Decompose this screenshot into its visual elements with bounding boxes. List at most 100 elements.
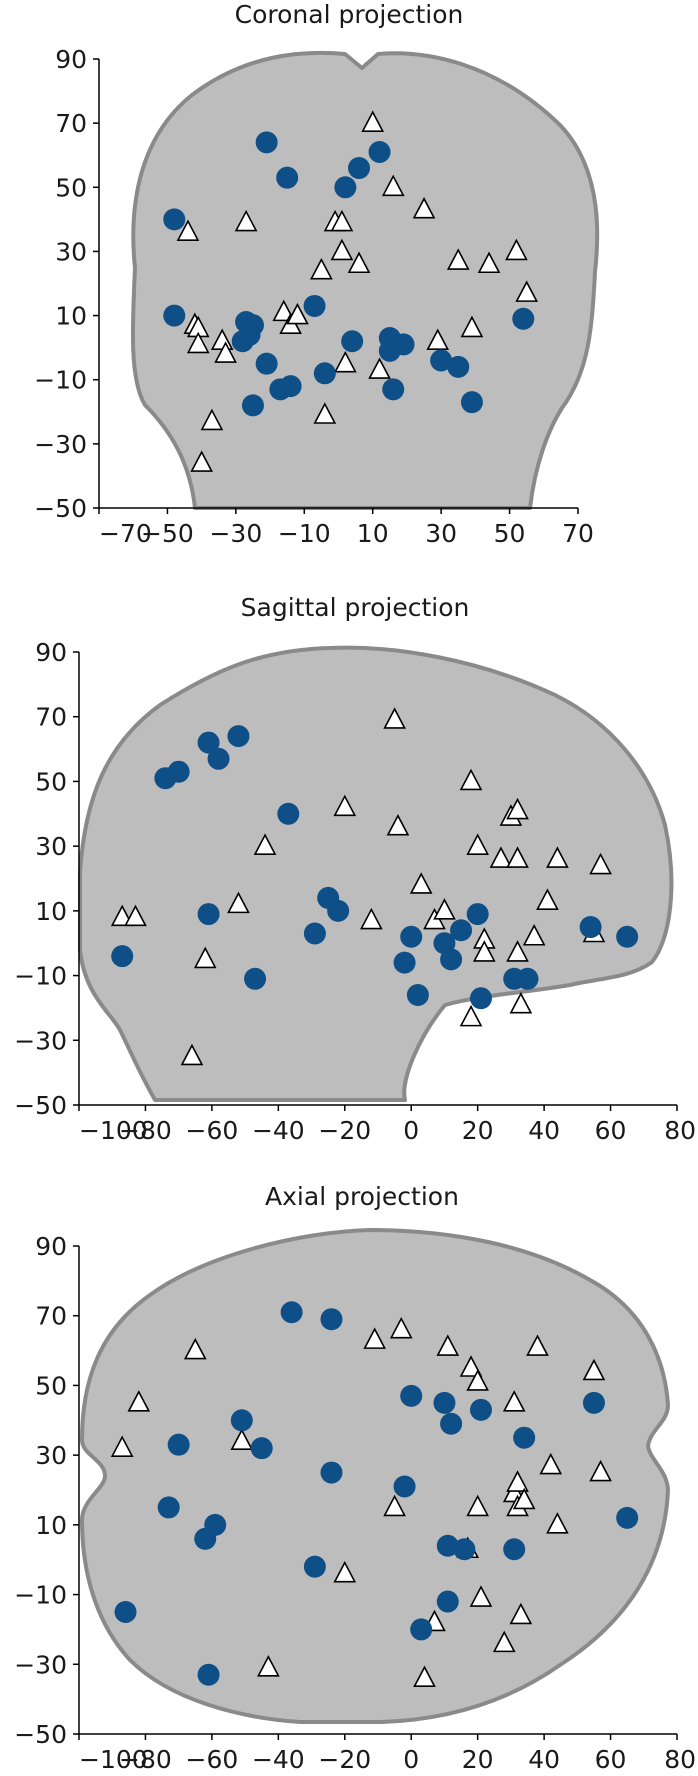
coronal-triangle-point <box>190 450 213 472</box>
coronal-x-tick-label: −50 <box>141 519 194 548</box>
coronal-circle-point <box>341 330 364 353</box>
sagittal-circle-point <box>469 987 492 1010</box>
sagittal-circle-point <box>440 948 463 971</box>
axial-circle-point <box>197 1663 220 1686</box>
coronal-x-tick-label: 10 <box>357 519 389 548</box>
axial-circle-point <box>250 1437 273 1460</box>
axial-y-tick-label: −50 <box>14 1720 67 1749</box>
coronal-panel: Coronal projection −50 −30 −10 10 30 50 70 90 −7… <box>34 0 600 548</box>
axial-triangle-point <box>110 1435 134 1457</box>
axial-circle-point <box>436 1590 459 1613</box>
axial-triangle-point <box>492 1630 516 1653</box>
axial-brain-silhouette <box>80 1228 670 1724</box>
axial-triangle-point <box>469 1585 493 1607</box>
sagittal-circle-point <box>466 903 489 926</box>
sagittal-circle-point <box>450 919 473 942</box>
sagittal-circle-point <box>327 899 350 922</box>
sagittal-triangle-point <box>589 852 612 875</box>
sagittal-panel: Sagittal projection −50−30−101030507090−… <box>14 593 696 1145</box>
axial-circle-point <box>167 1433 190 1456</box>
sagittal-circle-point <box>167 760 190 783</box>
axial-triangle-point <box>502 1390 526 1412</box>
sagittal-triangle-point <box>506 940 529 962</box>
axial-y-tick-label: 70 <box>35 1302 67 1331</box>
sagittal-triangle-point <box>433 898 456 920</box>
coronal-circle-point <box>276 166 299 189</box>
sagittal-triangle-point <box>522 924 546 946</box>
coronal-circle-point <box>255 352 278 375</box>
coronal-triangle-point <box>446 248 470 270</box>
sagittal-circle-point <box>616 925 639 948</box>
sagittal-x-tick-label: −60 <box>186 1116 239 1145</box>
coronal-triangle-point <box>200 408 224 431</box>
axial-circle-point <box>469 1398 492 1421</box>
coronal-triangle-point <box>330 238 354 261</box>
coronal-triangle-point <box>186 331 210 354</box>
sagittal-triangle-point <box>193 946 217 969</box>
sagittal-y-tick-label: −10 <box>14 962 67 991</box>
sagittal-triangle-point <box>506 846 529 868</box>
sagittal-circle-point <box>207 747 230 770</box>
coronal-circle-point <box>238 323 261 346</box>
sagittal-brain-silhouette <box>78 645 674 1102</box>
coronal-triangle-point <box>272 299 296 322</box>
axial-triangle-point <box>546 1512 569 1534</box>
sagittal-triangle-point <box>466 833 489 855</box>
axial-circle-point <box>503 1538 526 1561</box>
axial-x-tick-label: −40 <box>252 1745 305 1774</box>
sagittal-circle-point <box>197 731 220 754</box>
axial-triangle-point <box>526 1334 549 1356</box>
coronal-circle-point <box>255 131 278 154</box>
axial-triangle-point <box>582 1358 606 1381</box>
axial-circle-point <box>410 1618 433 1641</box>
coronal-triangle-point <box>368 357 391 379</box>
coronal-y-tick-label: −10 <box>34 366 87 395</box>
coronal-y-tick-label: 50 <box>55 173 87 202</box>
axial-y-tick-label: −10 <box>14 1581 67 1610</box>
axial-triangle-point <box>459 1355 483 1377</box>
axial-circle-point <box>114 1601 137 1623</box>
axial-triangle-point <box>389 1316 413 1339</box>
axial-triangle-point <box>127 1390 151 1412</box>
sagittal-y-tick-label: 10 <box>35 897 67 926</box>
sagittal-title: Sagittal projection <box>241 593 470 622</box>
sagittal-circle-point <box>579 916 602 939</box>
sagittal-triangle-point <box>124 904 147 927</box>
sagittal-y-tick-label: 70 <box>35 703 67 732</box>
axial-x-tick-label: 40 <box>528 1745 560 1774</box>
coronal-circle-point <box>512 307 535 330</box>
axial-circle-point <box>320 1308 343 1331</box>
sagittal-y-tick-label: 50 <box>35 767 67 796</box>
coronal-circle-point <box>348 157 371 180</box>
coronal-circle-point <box>279 375 302 398</box>
axial-circle-point <box>393 1475 416 1498</box>
sagittal-x-tick-label: −80 <box>119 1116 172 1145</box>
axial-circle-point <box>513 1426 536 1449</box>
axial-circle-point <box>280 1301 303 1324</box>
sagittal-circle-point <box>227 725 250 748</box>
sagittal-y-tick-label: −30 <box>14 1026 67 1055</box>
axial-triangle-point <box>506 1470 529 1492</box>
sagittal-triangle-point <box>253 833 277 855</box>
axial-x-tick-label: 80 <box>664 1745 696 1774</box>
sagittal-triangle-point <box>333 794 357 817</box>
axial-circle-point <box>453 1538 476 1561</box>
axial-circle-point <box>616 1506 639 1529</box>
axial-circle-point <box>400 1384 423 1407</box>
axial-triangle-point <box>183 1337 207 1360</box>
axial-triangle-point <box>383 1494 406 1517</box>
coronal-circle-point <box>163 304 186 327</box>
coronal-triangle-point <box>515 280 539 302</box>
sagittal-circle-point <box>406 983 429 1006</box>
coronal-circle-point <box>392 333 415 356</box>
sagittal-triangle-point <box>472 940 496 962</box>
axial-panel: Axial projection −50 −30 −10 10 30 50 70 90 −100… <box>14 1182 696 1774</box>
axial-title: Axial projection <box>265 1182 459 1211</box>
axial-x-tick-label: −20 <box>318 1745 371 1774</box>
sagittal-x-tick-label: 0 <box>403 1116 419 1145</box>
sagittal-x-tick-label: 20 <box>462 1116 494 1145</box>
sagittal-circle-point <box>303 922 326 945</box>
sagittal-circle-point <box>197 903 220 926</box>
coronal-y-tick-label: 90 <box>55 45 87 74</box>
axial-triangle-point <box>509 1602 533 1625</box>
